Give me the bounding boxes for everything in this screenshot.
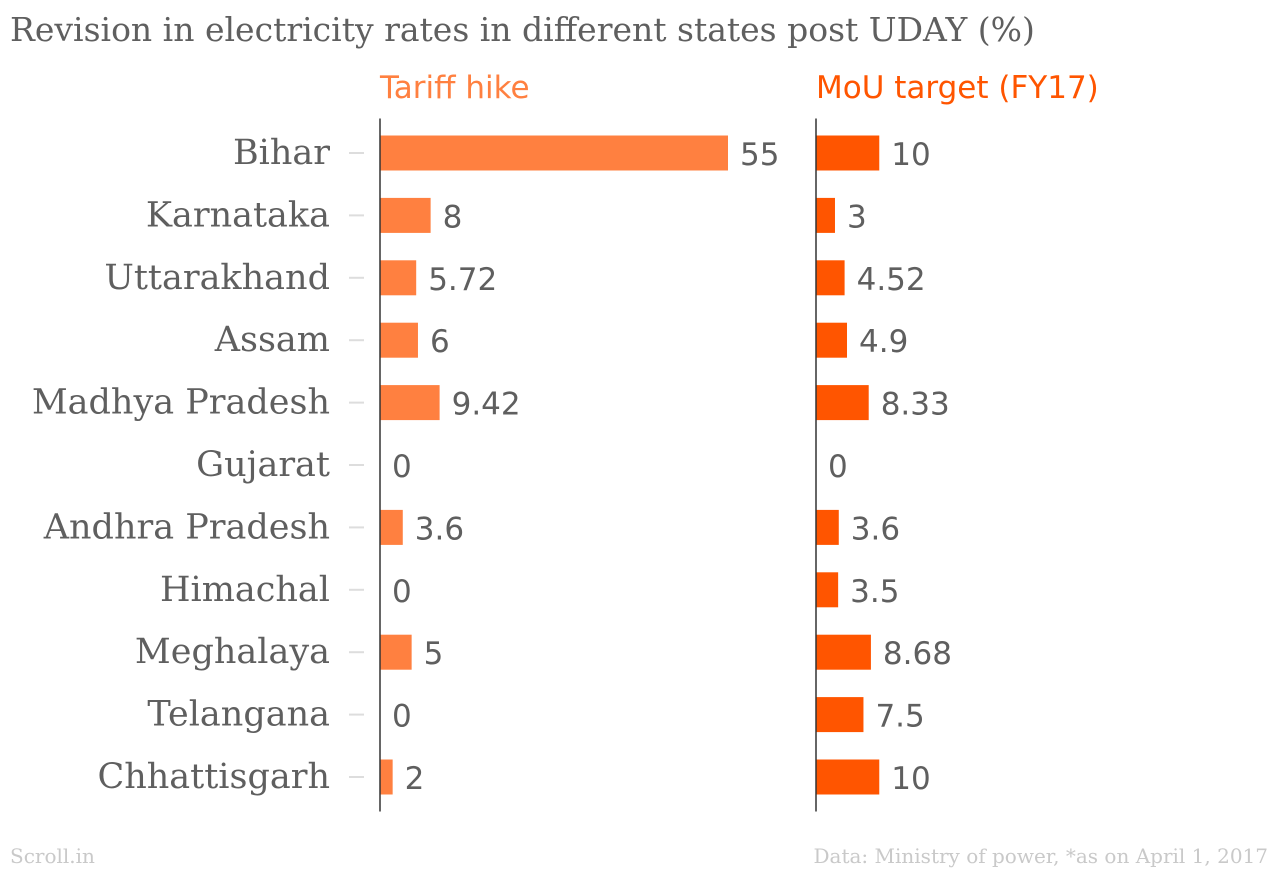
data-label-tariff-hike-assam: 6: [430, 324, 450, 360]
category-label-chhattisgarh: Chhattisgarh: [97, 757, 330, 797]
category-label-assam: Assam: [214, 320, 330, 360]
data-label-mou-target-fy17-chhattisgarh: 10: [891, 761, 930, 797]
data-label-tariff-hike-karnataka: 8: [443, 199, 463, 235]
bar-mou-target-fy17-bihar: [816, 135, 880, 171]
data-label-tariff-hike-meghalaya: 5: [424, 636, 444, 672]
bar-mou-target-fy17-uttarakhand: [816, 260, 845, 296]
bar-mou-target-fy17-andhra-pradesh: [816, 509, 839, 545]
bar-mou-target-fy17-meghalaya: [816, 634, 871, 670]
category-label-uttarakhand: Uttarakhand: [104, 258, 330, 298]
data-label-tariff-hike-himachal: 0: [392, 574, 412, 610]
chart-title: Revision in electricity rates in differe…: [10, 10, 1035, 49]
bar-tariff-hike-chhattisgarh: [380, 759, 393, 795]
category-label-andhra-pradesh: Andhra Pradesh: [43, 507, 330, 547]
bar-tariff-hike-bihar: [380, 135, 728, 171]
footer-source-note: Data: Ministry of power, *as on April 1,…: [813, 844, 1268, 868]
bar-mou-target-fy17-assam: [816, 322, 848, 358]
category-label-meghalaya: Meghalaya: [135, 632, 330, 672]
data-label-mou-target-fy17-bihar: 10: [891, 137, 930, 173]
data-label-mou-target-fy17-madhya-pradesh: 8.33: [881, 387, 950, 423]
data-label-tariff-hike-gujarat: 0: [392, 449, 412, 485]
series-title-tariff-hike: Tariff hike: [380, 70, 530, 106]
data-label-tariff-hike-telangana: 0: [392, 699, 412, 735]
data-label-mou-target-fy17-uttarakhand: 4.52: [857, 262, 926, 298]
category-label-himachal: Himachal: [160, 570, 330, 610]
series-title-mou-target: MoU target (FY17): [816, 70, 1099, 106]
bar-mou-target-fy17-karnataka: [816, 197, 835, 233]
category-label-gujarat: Gujarat: [196, 445, 330, 485]
data-label-mou-target-fy17-himachal: 3.5: [850, 574, 899, 610]
data-label-mou-target-fy17-andhra-pradesh: 3.6: [851, 511, 900, 547]
data-label-tariff-hike-uttarakhand: 5.72: [428, 262, 497, 298]
data-label-mou-target-fy17-gujarat: 0: [828, 449, 848, 485]
category-label-telangana: Telangana: [147, 695, 330, 735]
data-label-mou-target-fy17-assam: 4.9: [859, 324, 908, 360]
bar-mou-target-fy17-chhattisgarh: [816, 759, 880, 795]
data-label-tariff-hike-andhra-pradesh: 3.6: [415, 511, 464, 547]
data-label-mou-target-fy17-meghalaya: 8.68: [883, 636, 952, 672]
bar-tariff-hike-madhya-pradesh: [380, 385, 440, 421]
category-label-madhya-pradesh: Madhya Pradesh: [32, 383, 330, 423]
data-label-mou-target-fy17-karnataka: 3: [847, 199, 867, 235]
bar-tariff-hike-meghalaya: [380, 634, 412, 670]
bar-tariff-hike-assam: [380, 322, 418, 358]
data-label-tariff-hike-bihar: 55: [740, 137, 779, 173]
bar-mou-target-fy17-telangana: [816, 697, 864, 733]
data-label-tariff-hike-chhattisgarh: 2: [405, 761, 425, 797]
data-label-tariff-hike-madhya-pradesh: 9.42: [452, 387, 521, 423]
category-label-karnataka: Karnataka: [146, 195, 330, 235]
category-label-bihar: Bihar: [233, 133, 330, 173]
bar-mou-target-fy17-himachal: [816, 572, 839, 608]
bar-tariff-hike-uttarakhand: [380, 260, 417, 296]
bar-tariff-hike-karnataka: [380, 197, 431, 233]
bar-mou-target-fy17-madhya-pradesh: [816, 385, 869, 421]
data-label-mou-target-fy17-telangana: 7.5: [875, 699, 924, 735]
footer-brand: Scroll.in: [10, 844, 95, 868]
bar-tariff-hike-andhra-pradesh: [380, 509, 403, 545]
